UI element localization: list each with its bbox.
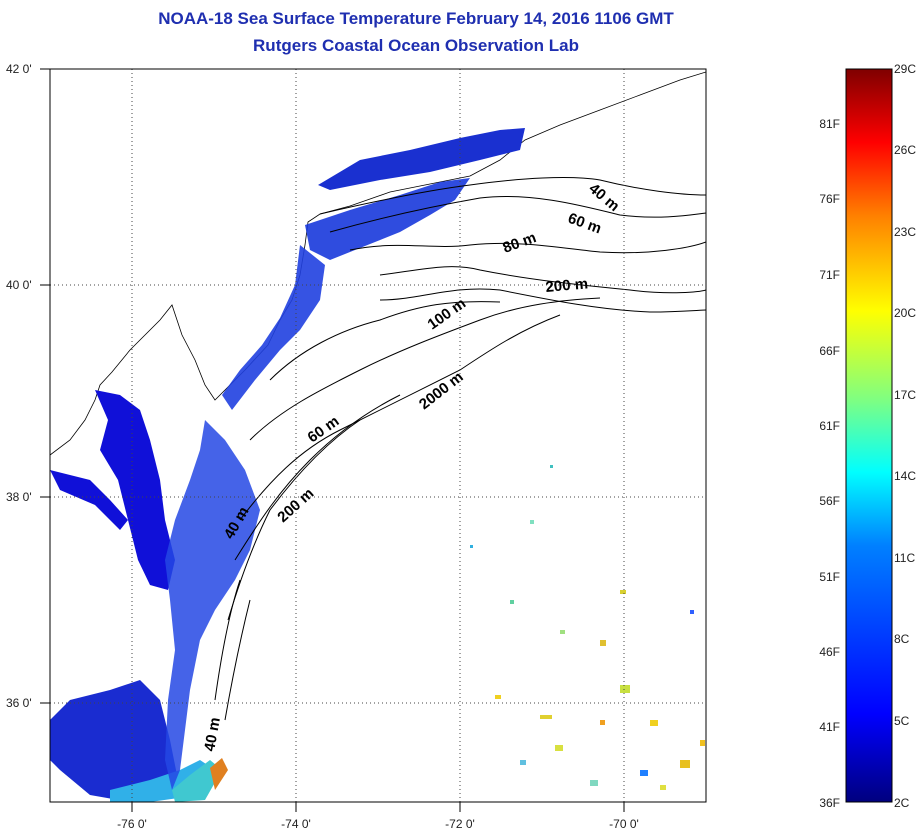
lon-label: -70 0' xyxy=(609,817,639,831)
map-frame xyxy=(49,68,707,803)
colorbar-f-label: 66F xyxy=(819,344,840,358)
colorbar-f-label: 36F xyxy=(819,796,840,810)
colorbar-c-label: 26C xyxy=(894,143,917,157)
isobath-label: 40 m xyxy=(201,716,224,753)
graticule xyxy=(50,69,706,802)
colorbar-c-label: 2C xyxy=(894,796,910,810)
colorbar-c-label: 11C xyxy=(894,551,916,565)
lat-label: 36 0' xyxy=(6,696,32,710)
colorbar-f-label: 76F xyxy=(819,192,840,206)
lon-label: -74 0' xyxy=(281,817,311,831)
pamlico-sound xyxy=(50,680,180,802)
isobath-label: 200 m xyxy=(274,485,317,526)
long-island-sound xyxy=(318,128,525,190)
colorbar-f-label: 41F xyxy=(819,720,840,734)
isobath-label: 60 m xyxy=(566,210,604,238)
colorbar-c-label: 20C xyxy=(894,306,917,320)
map-subtitle: Rutgers Coastal Ocean Observation Lab xyxy=(253,36,579,55)
colorbar-c-label: 23C xyxy=(894,225,917,239)
isobath-lines xyxy=(214,177,706,721)
isobath-label: 100 m xyxy=(425,295,470,333)
offshore-sst-speckles xyxy=(470,465,705,790)
chesapeake-branch xyxy=(50,470,128,530)
colorbar-f-label: 71F xyxy=(819,268,840,282)
colorbar-c-label: 29C xyxy=(894,62,917,76)
lon-label: -72 0' xyxy=(445,817,475,831)
lat-label: 42 0' xyxy=(6,62,32,76)
colorbar-f-label: 46F xyxy=(819,645,840,659)
colorbar-f-label: 51F xyxy=(819,570,840,584)
coastline xyxy=(50,69,706,456)
isobath-label: 60 m xyxy=(305,413,343,447)
colorbar-f-label: 81F xyxy=(819,117,840,131)
chesapeake-bay xyxy=(95,390,175,590)
cape-hatteras-warm xyxy=(172,760,222,802)
ny-bight-sst xyxy=(305,178,470,260)
mid-atlantic-shelf-sst xyxy=(165,420,260,790)
colorbar-c-label: 8C xyxy=(894,632,910,646)
nj-shelf-sst xyxy=(222,245,325,410)
isobath-label: 2000 m xyxy=(416,368,467,413)
isobath-label: 80 m xyxy=(501,229,539,257)
colorbar-c-label: 14C xyxy=(894,469,917,483)
axis-ticks xyxy=(40,68,625,812)
colorbar-f-label: 56F xyxy=(819,494,840,508)
lon-label: -76 0' xyxy=(117,817,147,831)
lat-label: 38 0' xyxy=(6,490,32,504)
lat-label: 40 0' xyxy=(6,278,32,292)
gulf-stream-warm-edge xyxy=(210,758,228,790)
map-title: NOAA-18 Sea Surface Temperature February… xyxy=(158,9,674,28)
isobath-label: 200 m xyxy=(545,275,589,296)
colorbar-c-label: 5C xyxy=(894,714,910,728)
colorbar-f-label: 61F xyxy=(819,419,840,433)
colorbar xyxy=(845,68,893,803)
isobath-label: 40 m xyxy=(585,180,622,215)
colorbar-c-label: 17C xyxy=(894,388,917,402)
